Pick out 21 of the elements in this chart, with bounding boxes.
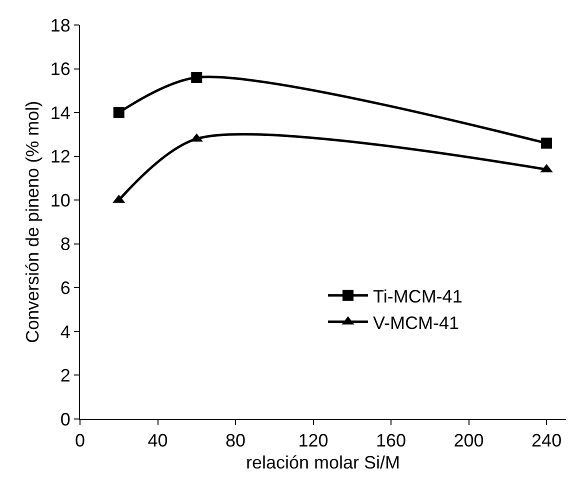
- y-tick-label: 2: [60, 366, 70, 386]
- y-tick-label: 0: [60, 409, 70, 430]
- x-tick-label: 120: [298, 430, 328, 451]
- y-tick-label: 18: [50, 15, 70, 36]
- y-tick-label: 10: [50, 190, 70, 210]
- x-tick-label: 160: [376, 430, 406, 451]
- y-axis-title: Conversión de pineno (% mol): [22, 100, 43, 344]
- y-tick-label: 14: [50, 102, 70, 123]
- x-tick-label: 240: [532, 430, 562, 451]
- legend-label: V-MCM-41: [373, 312, 460, 333]
- x-tick-label: 80: [226, 430, 246, 451]
- x-axis-title: relación molar Si/M: [246, 452, 400, 473]
- y-tick-label: 12: [50, 146, 70, 167]
- y-tick-label: 6: [60, 278, 70, 298]
- y-tick-label: 4: [60, 322, 70, 342]
- x-tick-label: 0: [74, 430, 86, 451]
- x-tick-label: 40: [148, 430, 168, 451]
- legend-label: Ti-MCM-41: [373, 286, 462, 306]
- y-tick-label: 8: [60, 234, 70, 254]
- y-tick-label: 16: [50, 59, 70, 80]
- x-tick-label: 200: [454, 430, 484, 451]
